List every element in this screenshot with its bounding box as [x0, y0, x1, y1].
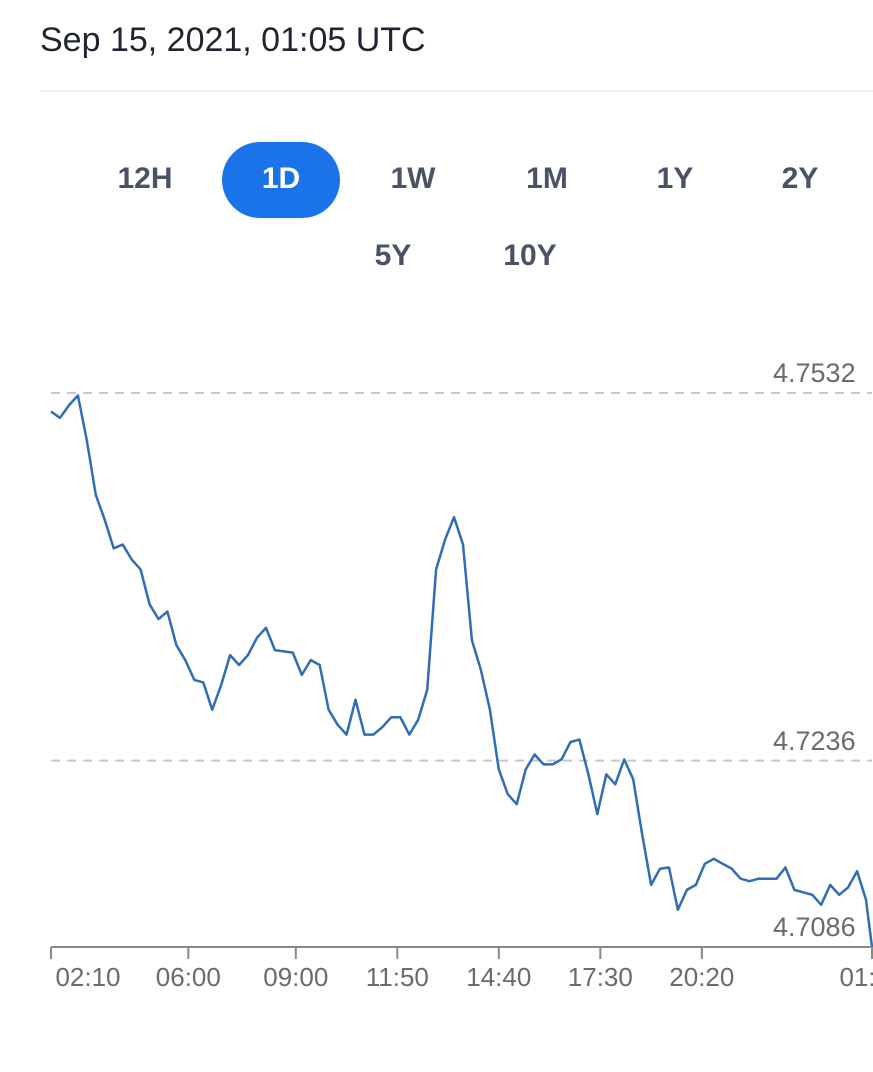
range-button[interactable]: 12H [117, 162, 172, 195]
range-button[interactable]: 10Y [503, 239, 556, 272]
x-tick-label: 11:50 [366, 962, 429, 992]
price-line [50, 394, 873, 948]
timestamp: Sep 15, 2021, 01:05 UTC [40, 21, 426, 59]
range-button[interactable]: 1W [391, 162, 437, 195]
x-tick-label: 20:20 [669, 962, 734, 992]
y-tick-label: 4.7236 [773, 726, 856, 756]
x-tick-label: 01:05 [839, 962, 873, 992]
range-button[interactable]: 1Y [657, 162, 694, 195]
range-button[interactable]: 2Y [782, 162, 819, 195]
y-tick-label: 4.7086 [773, 912, 856, 942]
x-tick-label: 06:00 [156, 962, 221, 992]
x-tick-label: 02:10 [55, 962, 120, 992]
x-tick-label: 09:00 [263, 962, 328, 992]
x-tick-label: 17:30 [568, 962, 633, 992]
range-button[interactable]: 1D [262, 162, 300, 195]
range-button[interactable]: 5Y [375, 239, 412, 272]
y-tick-label: 4.7532 [773, 358, 856, 388]
x-tick-label: 14:40 [466, 962, 531, 992]
range-button[interactable]: 1M [526, 162, 568, 195]
range-button-active-bg[interactable] [222, 142, 340, 218]
